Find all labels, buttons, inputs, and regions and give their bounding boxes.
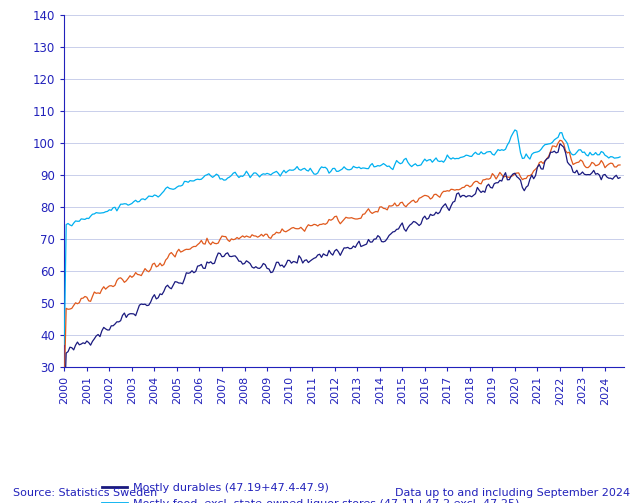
Legend: Mostly durables (47.19+47.4-47.9), Mostly food, excl. state-owned liquor stores : Mostly durables (47.19+47.4-47.9), Mostl… xyxy=(98,478,524,503)
Text: Source: Statistics Sweden: Source: Statistics Sweden xyxy=(13,488,157,498)
Text: Data up to and including September 2024: Data up to and including September 2024 xyxy=(395,488,630,498)
